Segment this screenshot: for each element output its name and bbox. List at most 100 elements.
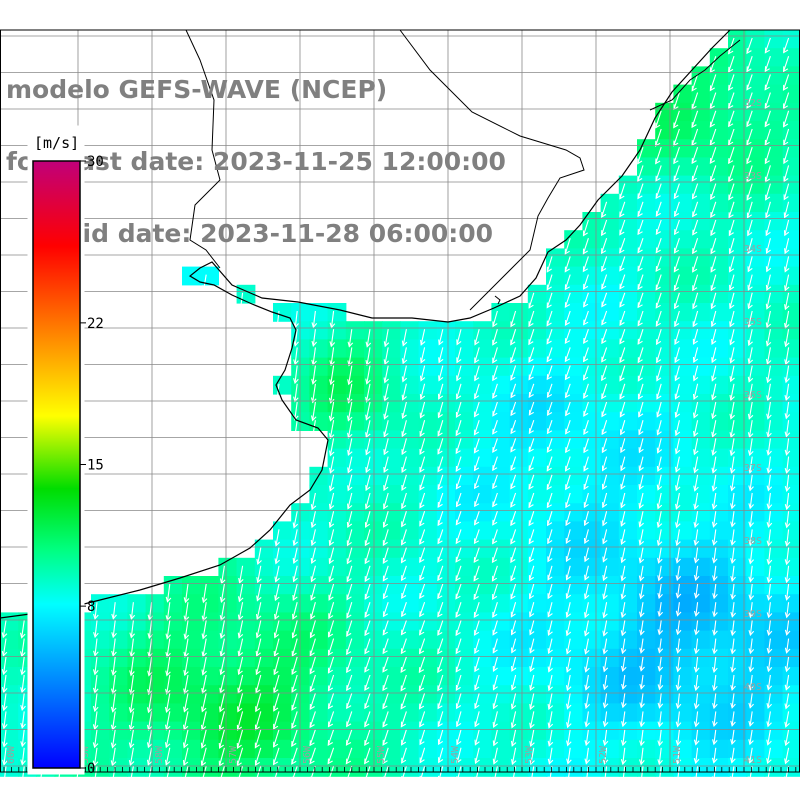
field-cell	[582, 303, 602, 322]
field-cell	[691, 175, 711, 195]
wind-arrow	[401, 474, 407, 492]
wind-arrow	[655, 292, 662, 309]
wind-arrow	[729, 438, 736, 457]
field-cell	[364, 576, 383, 595]
wind-arrow	[710, 238, 717, 255]
wind-arrow	[712, 602, 718, 618]
wind-arrow	[673, 183, 680, 200]
wind-arrow	[510, 310, 517, 328]
wind-arrow	[510, 474, 517, 490]
wind-arrow	[748, 529, 755, 547]
wind-arrow	[620, 729, 627, 747]
field-cell	[655, 630, 674, 650]
wind-arrow	[783, 147, 790, 165]
wind-arrow	[601, 347, 608, 363]
field-cell	[637, 375, 656, 395]
field-cell	[691, 84, 711, 104]
wind-arrow	[256, 565, 262, 584]
wind-arrow	[712, 729, 718, 746]
wind-arrow	[655, 165, 662, 182]
wind-arrow	[165, 656, 171, 677]
field-cell	[746, 193, 765, 213]
field-cell	[91, 594, 110, 613]
wind-arrow	[310, 492, 317, 511]
wind-arrow	[492, 401, 498, 417]
wind-arrow	[729, 401, 735, 420]
field-cell	[655, 212, 674, 231]
wind-arrow	[492, 583, 498, 600]
field-cell	[691, 248, 711, 268]
wind-arrow	[164, 693, 171, 713]
wind-arrow	[492, 693, 498, 710]
wind-arrow	[693, 765, 700, 783]
field-cell	[509, 576, 529, 595]
field-cell	[728, 102, 747, 122]
field-cell	[673, 703, 693, 723]
coastline-path	[0, 29, 731, 619]
wind-arrow	[273, 620, 280, 639]
wind-arrow	[401, 529, 407, 546]
field-cell	[418, 758, 438, 777]
field-cell	[564, 303, 583, 322]
wind-arrow	[492, 511, 498, 526]
wind-arrow	[709, 147, 717, 164]
wind-arrow	[400, 638, 407, 655]
wind-arrow	[565, 420, 571, 435]
wind-arrow	[729, 365, 735, 383]
wind-arrow	[382, 729, 389, 746]
wind-arrow	[730, 492, 736, 510]
wind-arrow	[492, 765, 499, 784]
wind-arrow	[401, 420, 407, 438]
field-cell	[473, 321, 492, 340]
field-cell	[691, 612, 711, 632]
wind-arrow	[601, 201, 608, 218]
wind-arrow	[510, 547, 517, 564]
wind-arrow	[510, 347, 517, 364]
field-cell	[637, 175, 656, 195]
wind-arrow	[565, 474, 571, 491]
field-cell	[673, 139, 693, 158]
wind-arrow	[709, 74, 717, 92]
wind-arrow	[474, 401, 480, 418]
wind-arrow	[602, 656, 609, 673]
wind-arrow	[564, 256, 571, 273]
wind-arrow	[510, 565, 517, 582]
wind-arrow	[237, 620, 244, 639]
field-cell	[764, 175, 784, 195]
wind-arrow	[784, 329, 790, 348]
wind-arrow	[437, 656, 444, 674]
wind-arrow	[619, 329, 626, 345]
wind-arrow	[383, 456, 389, 474]
wind-arrow	[546, 256, 553, 273]
wind-arrow	[729, 292, 735, 310]
wind-arrow	[693, 474, 699, 492]
wind-arrow	[455, 456, 462, 472]
wind-arrow	[547, 547, 553, 563]
border-line	[494, 295, 501, 305]
wind-arrow	[565, 438, 571, 454]
field-cell	[327, 721, 347, 741]
field-cell	[345, 576, 365, 595]
field-cell	[673, 157, 693, 177]
wind-arrow	[492, 347, 498, 364]
field-cell	[327, 303, 347, 322]
wind-arrow	[747, 383, 754, 402]
wind-arrow	[657, 602, 663, 618]
wind-arrow	[345, 729, 353, 746]
wind-arrow	[219, 656, 225, 676]
field-cell	[345, 394, 365, 413]
field-cell	[691, 758, 711, 777]
lon-label: 54W	[450, 745, 461, 764]
field-cell	[182, 576, 201, 595]
wind-arrow	[584, 765, 591, 783]
wind-arrow	[620, 656, 627, 672]
field-cell	[673, 303, 693, 322]
wind-arrow	[328, 492, 335, 510]
wind-arrow	[638, 565, 645, 582]
field-cell	[236, 758, 256, 777]
field-cell	[109, 703, 128, 723]
field-cell	[455, 448, 474, 468]
field-cell	[345, 685, 365, 704]
wind-arrow	[747, 438, 754, 457]
wind-arrow	[657, 583, 663, 600]
